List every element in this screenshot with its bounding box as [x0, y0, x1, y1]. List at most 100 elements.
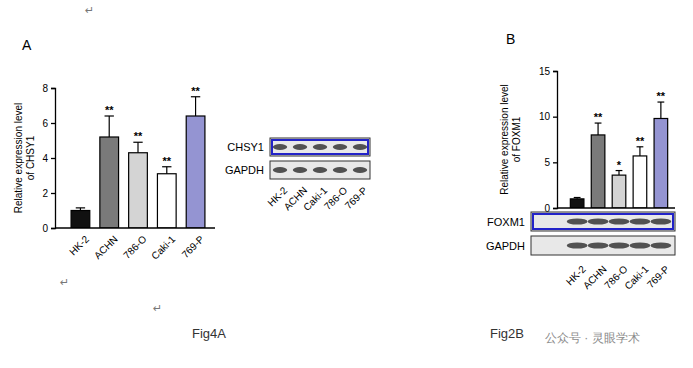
significance-label: ** — [105, 104, 114, 116]
x-tick-label: ACHN — [92, 233, 120, 261]
y-tick-mark — [51, 193, 55, 194]
y-tick: 8 — [42, 83, 55, 94]
error-cap — [76, 207, 85, 208]
blot-highlight — [272, 140, 368, 154]
significance-label: ** — [636, 135, 645, 147]
y-tick-mark — [553, 71, 557, 72]
bar — [100, 137, 119, 228]
y-tick-label: 10 — [539, 111, 551, 122]
y-tick: 6 — [42, 118, 55, 129]
y-tick-label: 4 — [42, 153, 48, 164]
error-stem — [137, 142, 138, 153]
x-tick: ACHN — [92, 228, 120, 261]
y-tick: 2 — [42, 188, 55, 199]
watermark: 公众号 · 灵眼学术 — [545, 331, 640, 345]
blot-band — [567, 218, 588, 224]
chart-panel: *******051015HK-2ACHN786-OCaki-1769-PRel… — [486, 31, 675, 341]
blot-lane-label: 786-O — [322, 184, 350, 212]
significance-label: * — [617, 159, 622, 171]
y-tick-label: 0 — [42, 223, 48, 234]
bar — [129, 153, 148, 228]
blot-band — [353, 167, 367, 173]
x-axis-line — [557, 207, 675, 208]
y-tick: 0 — [42, 223, 55, 234]
bar — [71, 211, 90, 229]
bar — [612, 175, 626, 208]
blot-band — [333, 144, 347, 150]
blot-strip — [531, 212, 675, 231]
error-stem — [639, 147, 640, 156]
y-axis-title-line: of FOXM1 — [511, 116, 522, 162]
significance-label: ** — [163, 155, 172, 167]
blot-band — [567, 242, 588, 248]
x-axis-line — [55, 227, 215, 228]
error-stem — [660, 102, 661, 118]
y-tick-mark — [51, 228, 55, 229]
blot-band — [273, 167, 287, 173]
x-tick-label: Caki-1 — [149, 233, 178, 262]
error-cap — [574, 197, 581, 198]
western-blot: CHSY1GAPDHHK-2ACHNCaki-1786-O769-P — [225, 138, 370, 213]
caption: Fig2B — [490, 326, 524, 341]
panel-label: A — [22, 37, 32, 53]
x-tick: 769-P — [180, 228, 207, 260]
significance-label: ** — [134, 130, 143, 142]
plot-marks — [570, 102, 667, 208]
chart-panel: ********02468HK-2ACHN786-OCaki-1769-PRel… — [13, 37, 370, 341]
bar — [633, 156, 647, 208]
panel-label: B — [506, 31, 515, 47]
error-bar — [162, 167, 171, 174]
blot-strip — [270, 138, 370, 156]
blot-band — [333, 167, 347, 173]
blot-row-label: CHSY1 — [227, 141, 264, 153]
blot-band — [293, 167, 307, 173]
y-tick-label: 6 — [42, 118, 48, 129]
blot-band — [609, 218, 630, 224]
error-bar — [637, 147, 644, 156]
error-bar — [595, 123, 602, 135]
plot-marks — [71, 97, 205, 228]
paragraph-mark: ↵ — [85, 4, 94, 16]
blot-band — [588, 242, 609, 248]
x-axis: HK-2ACHN786-OCaki-1769-P — [55, 228, 215, 262]
y-axis-title: Relative expression levelof CHSY1 — [13, 103, 36, 214]
y-axis: 051015 — [539, 66, 558, 214]
x-tick-label: ACHN — [581, 263, 609, 291]
y-tick-mark — [553, 162, 557, 163]
error-stem — [618, 171, 619, 176]
western-blot: FOXM1GAPDH — [486, 212, 675, 255]
error-stem — [597, 123, 598, 135]
blot-band — [293, 144, 307, 150]
blot-band — [609, 242, 630, 248]
figure: ********02468HK-2ACHN786-OCaki-1769-PRel… — [0, 0, 693, 368]
blot-highlight — [533, 214, 673, 229]
bar — [157, 174, 176, 228]
error-bar — [133, 142, 142, 153]
blot-strip — [531, 236, 675, 255]
caption: Fig4A — [192, 326, 226, 341]
error-bar — [191, 97, 200, 116]
x-tick: HK-2 — [67, 228, 91, 257]
x-tick-label: Caki-1 — [622, 263, 651, 292]
error-bar — [105, 116, 114, 137]
blot-band — [273, 144, 287, 150]
y-tick-mark — [51, 123, 55, 124]
y-axis-title: Relative expression levelof FOXM1 — [499, 84, 522, 195]
y-axis-line — [553, 72, 558, 209]
y-tick-mark — [51, 158, 55, 159]
error-bar — [657, 102, 664, 118]
y-axis-title-line: Relative expression level — [499, 84, 510, 195]
blot-row-label: GAPDH — [225, 164, 264, 176]
blot-band — [313, 167, 327, 173]
paragraph-mark: ↵ — [60, 276, 69, 288]
error-bar — [574, 197, 581, 198]
error-stem — [166, 167, 167, 174]
error-stem — [109, 116, 110, 137]
x-tick-label: 769-P — [180, 233, 207, 260]
x-tick: Caki-1 — [149, 228, 178, 262]
y-tick-label: 15 — [539, 66, 551, 77]
blot-band — [651, 242, 672, 248]
y-tick-mark — [51, 88, 55, 89]
x-tick: 786-O — [121, 228, 149, 261]
significance-label: ** — [657, 90, 666, 102]
